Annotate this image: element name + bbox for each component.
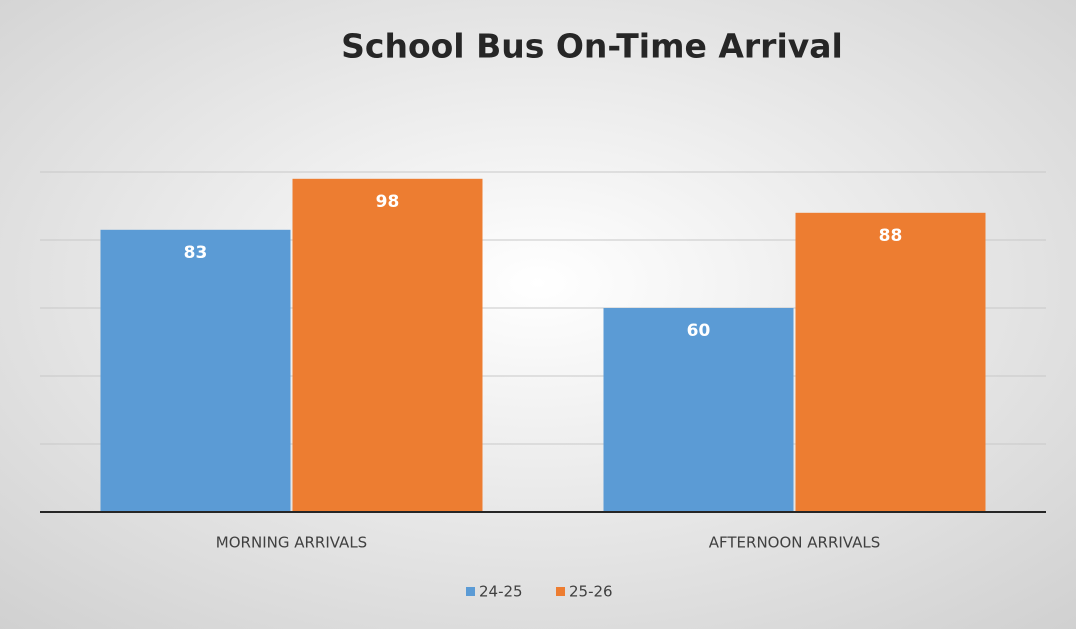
value-label: 88 [879, 226, 903, 246]
x-tick-label: MORNING ARRIVALS [216, 534, 367, 552]
chart-title: School Bus On-Time Arrival [341, 27, 843, 66]
value-label: 83 [184, 243, 208, 263]
bar [603, 308, 794, 512]
bar [100, 229, 291, 513]
legend-swatch [556, 587, 565, 596]
legend-swatch [466, 587, 475, 596]
bar [795, 212, 986, 513]
bar [292, 178, 483, 513]
legend-label: 25-26 [569, 583, 613, 601]
legend-label: 24-25 [479, 583, 523, 601]
value-label: 60 [687, 321, 711, 341]
value-label: 98 [376, 192, 400, 212]
x-tick-label: AFTERNOON ARRIVALS [709, 534, 880, 552]
